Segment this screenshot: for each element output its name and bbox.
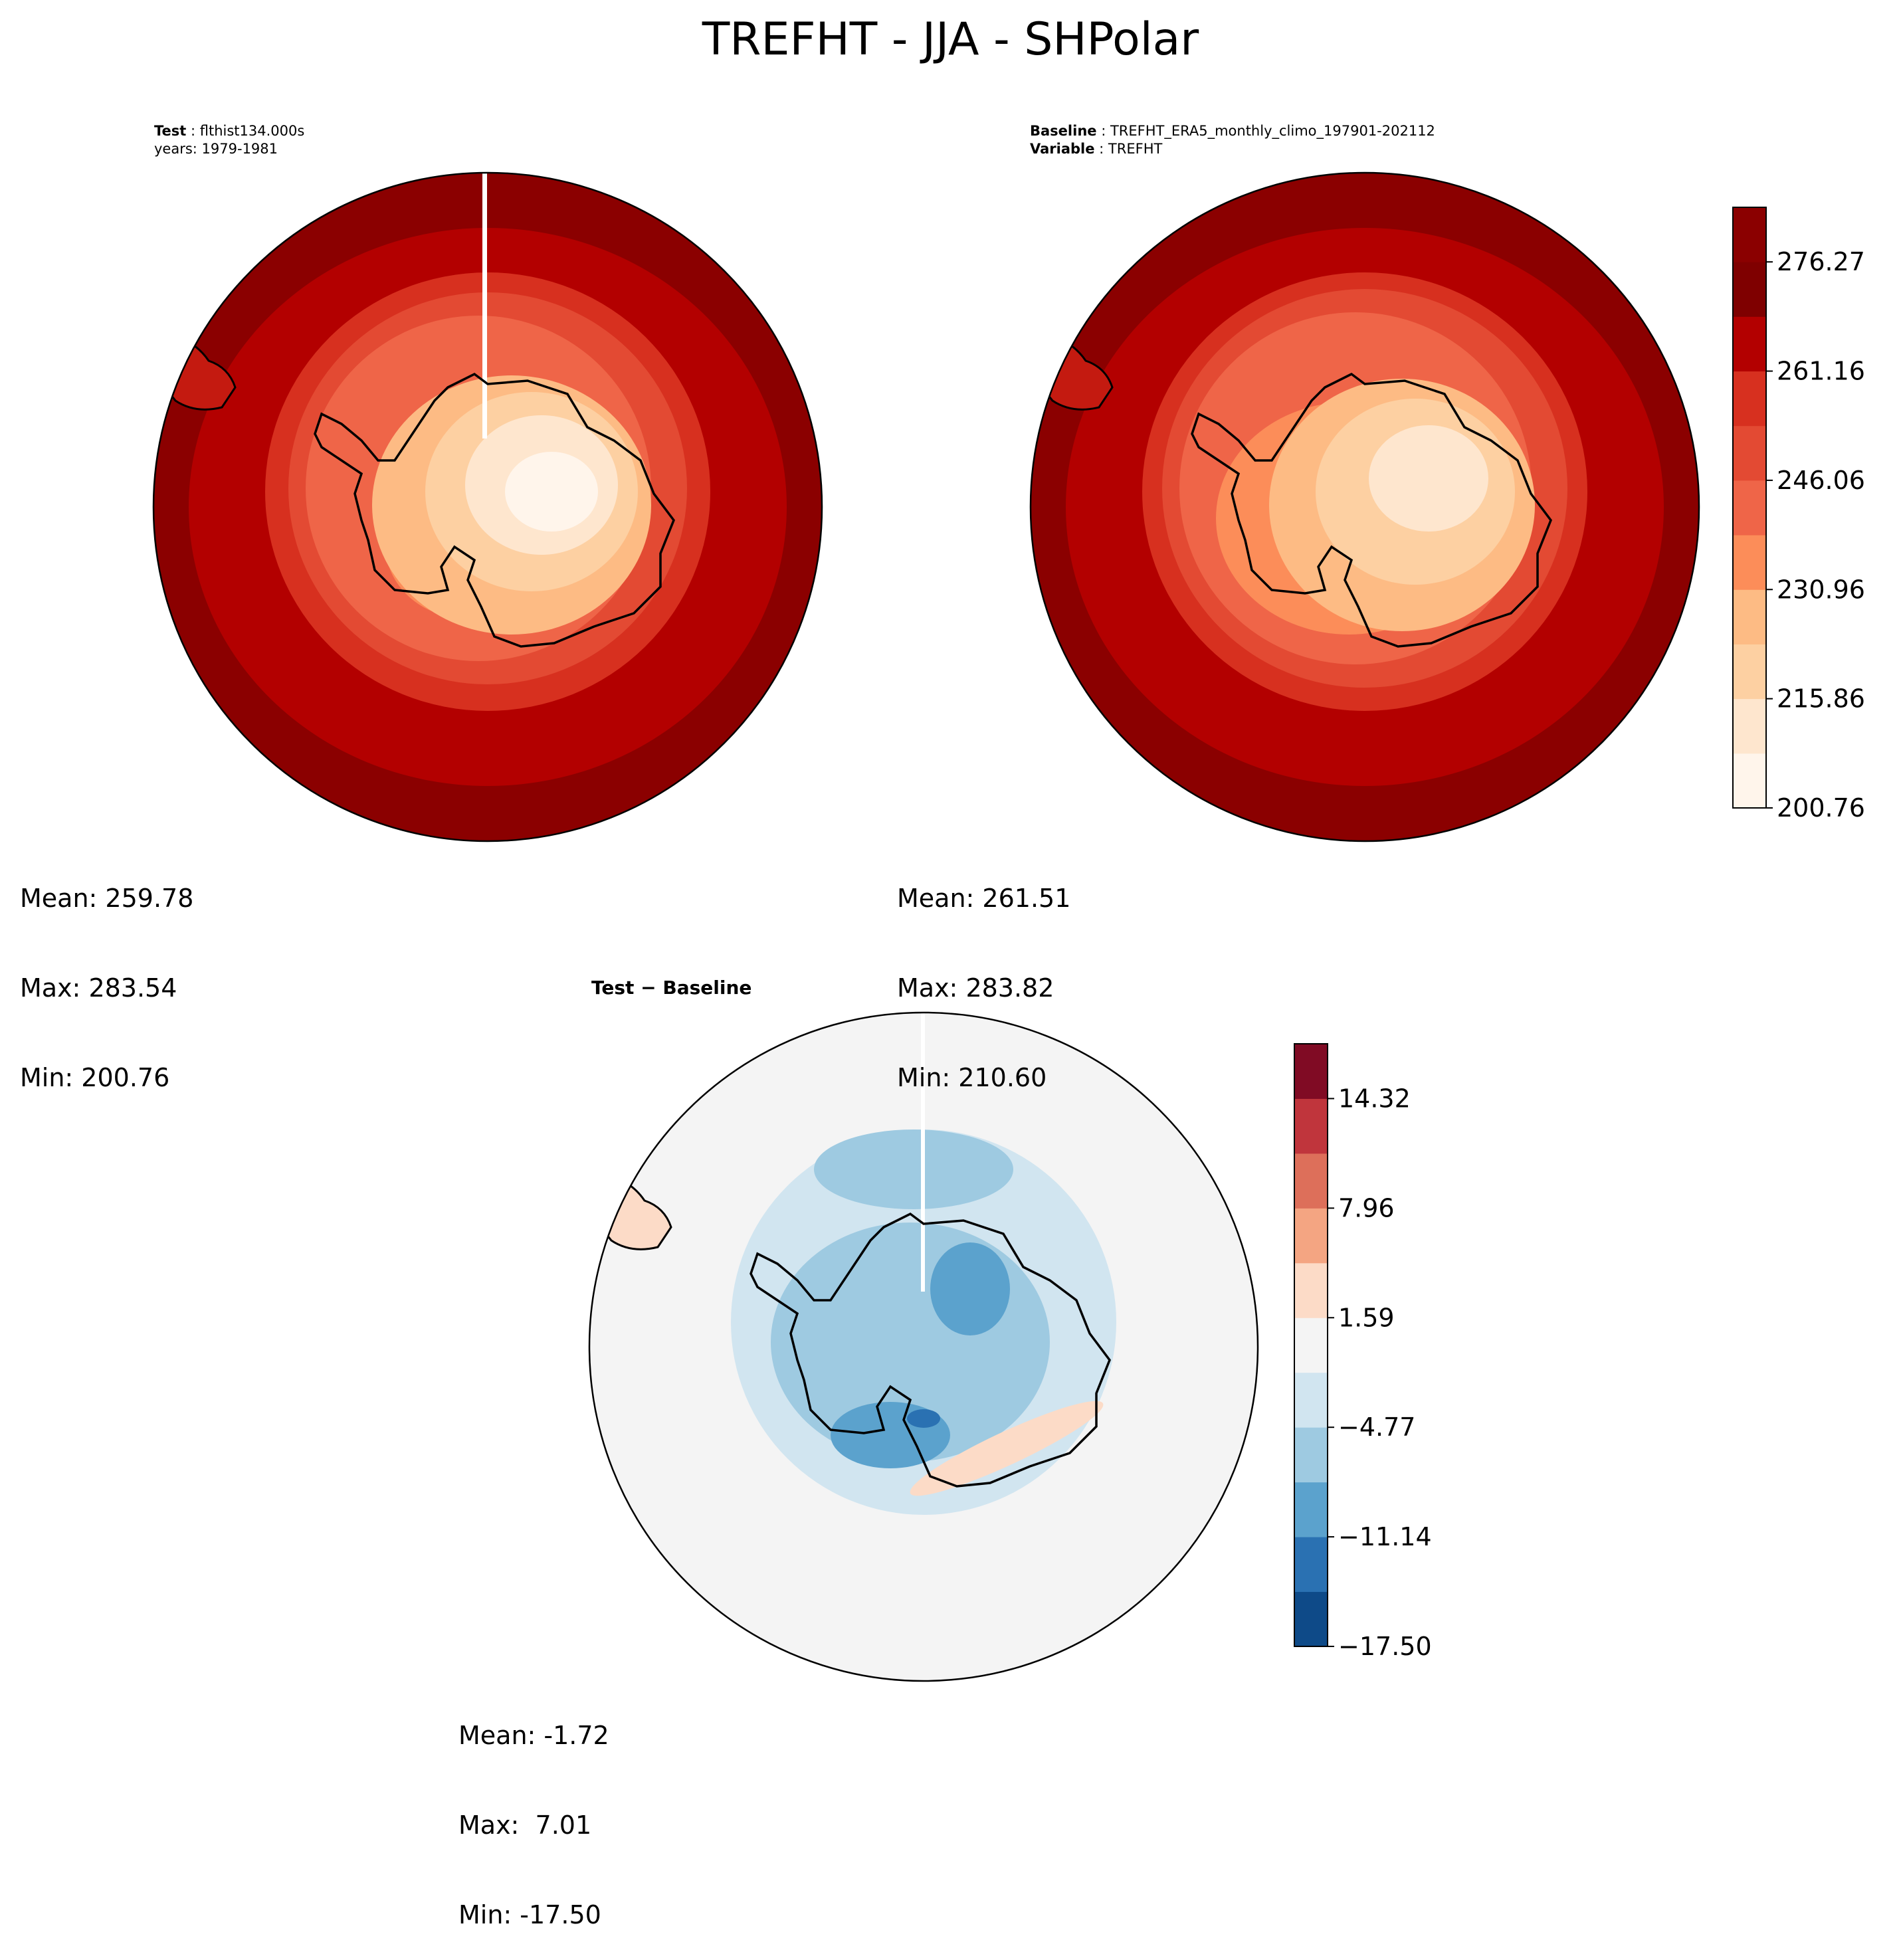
- variable-value: TREFHT: [1108, 141, 1163, 157]
- test-band-9: [505, 452, 598, 532]
- diff-colorbar-tick-label: 14.32: [1338, 1084, 1411, 1113]
- diff-max: Max: 7.01: [458, 1811, 592, 1840]
- diff-colorbar-tick-label: 1.59: [1338, 1303, 1395, 1332]
- top-colorbar-tick-label: 215.86: [1777, 684, 1865, 714]
- diff-colorbar-tick-label: −11.14: [1338, 1522, 1432, 1551]
- diff-colorbar-segment: [1294, 1044, 1328, 1099]
- baseline-header-value: TREFHT_ERA5_monthly_climo_197901-202112: [1110, 123, 1435, 139]
- top-colorbar-segment: [1733, 480, 1766, 536]
- test-min: Min: 200.76: [20, 1063, 170, 1092]
- baseline-header: Baseline : TREFHT_ERA5_monthly_climo_197…: [1030, 123, 1435, 157]
- figure-title: TREFHT - JJA - SHPolar: [702, 13, 1199, 66]
- test-map-border: [152, 171, 823, 842]
- diff-map-border: [588, 1011, 1259, 1682]
- diff-colorbar-segment: [1294, 1153, 1328, 1209]
- diff-mean: Mean: -1.72: [458, 1721, 609, 1750]
- top-colorbar-segment: [1733, 644, 1766, 700]
- top-colorbar-segment: [1733, 316, 1766, 372]
- variable-label: Variable: [1030, 141, 1095, 157]
- top-colorbar-tick-label: 261.16: [1777, 357, 1865, 386]
- top-colorbar-segment: [1733, 262, 1766, 317]
- colorbar-diff: −17.50 −11.14 −4.77 1.59 7.96 14.32: [1294, 1043, 1432, 1661]
- diff-stats: Mean: -1.72 Max: 7.01 Min: -17.50: [458, 1661, 609, 1960]
- top-colorbar-border: [1732, 207, 1767, 809]
- diff-colorbar-segment: [1294, 1262, 1328, 1318]
- test-missing-line: [482, 173, 487, 439]
- top-colorbar-segment: [1733, 698, 1766, 754]
- baseline-header-label: Baseline: [1030, 123, 1097, 139]
- top-colorbar-segment: [1733, 589, 1766, 644]
- diff-colorbar-border: [1294, 1043, 1328, 1647]
- test-header: Test : flthist134.000s years: 1979-1981: [154, 123, 305, 157]
- baseline-band-9: [1369, 425, 1488, 532]
- diff-band-4: [907, 1409, 940, 1428]
- top-colorbar-tick-label: 200.76: [1777, 793, 1865, 823]
- diff-colorbar-segment: [1294, 1591, 1328, 1647]
- diff-colorbar-segment: [1294, 1482, 1328, 1537]
- baseline-map: [1029, 171, 1700, 842]
- test-max: Max: 283.54: [20, 973, 177, 1003]
- diff-colorbar-segment: [1294, 1372, 1328, 1428]
- top-colorbar-segment: [1733, 753, 1766, 809]
- top-colorbar-segment: [1733, 207, 1766, 262]
- diff-min: Min: -17.50: [458, 1900, 601, 1929]
- top-colorbar-tick-label: 276.27: [1777, 247, 1865, 276]
- diff-missing-line: [921, 1013, 925, 1292]
- top-colorbar-tick-label: 230.96: [1777, 575, 1865, 604]
- diff-band-3b: [930, 1242, 1010, 1335]
- baseline-max: Max: 283.82: [897, 973, 1054, 1003]
- diff-band-2a: [814, 1129, 1013, 1209]
- baseline-mean: Mean: 261.51: [897, 884, 1071, 913]
- baseline-min: Min: 210.60: [897, 1063, 1047, 1092]
- diff-colorbar-segment: [1294, 1098, 1328, 1154]
- test-years: years: 1979-1981: [154, 141, 278, 157]
- test-header-value: flthist134.000s: [199, 123, 305, 139]
- top-colorbar-tick-label: 246.06: [1777, 466, 1865, 495]
- top-colorbar-segment: [1733, 425, 1766, 481]
- baseline-map-border: [1029, 171, 1700, 842]
- test-stats: Mean: 259.78 Max: 283.54 Min: 200.76: [20, 824, 193, 1123]
- diff-colorbar-tick-label: 7.96: [1338, 1193, 1395, 1223]
- diff-colorbar-segment: [1294, 1208, 1328, 1264]
- diff-warm-band: [910, 1401, 1104, 1496]
- diff-colorbar-segment: [1294, 1537, 1328, 1593]
- colorbar-top: 200.76 215.86 230.96 246.06 261.16 276.27: [1732, 207, 1865, 823]
- top-colorbar-segment: [1733, 535, 1766, 590]
- diff-colorbar-segment: [1294, 1427, 1328, 1483]
- diff-colorbar-tick-label: −17.50: [1338, 1632, 1432, 1661]
- baseline-stats: Mean: 261.51 Max: 283.82 Min: 210.60: [897, 824, 1070, 1123]
- diff-map: [588, 1011, 1259, 1682]
- top-colorbar-segment: [1733, 371, 1766, 427]
- diff-header: Test − Baseline: [591, 977, 752, 999]
- diff-colorbar-tick-label: −4.77: [1338, 1413, 1415, 1442]
- maps-canvas: 200.76 215.86 230.96 246.06 261.16 276.27 −17…: [152, 171, 1865, 1682]
- test-header-label: Test: [154, 123, 187, 139]
- test-map: [152, 171, 823, 842]
- diff-colorbar-segment: [1294, 1318, 1328, 1373]
- test-mean: Mean: 259.78: [20, 884, 194, 913]
